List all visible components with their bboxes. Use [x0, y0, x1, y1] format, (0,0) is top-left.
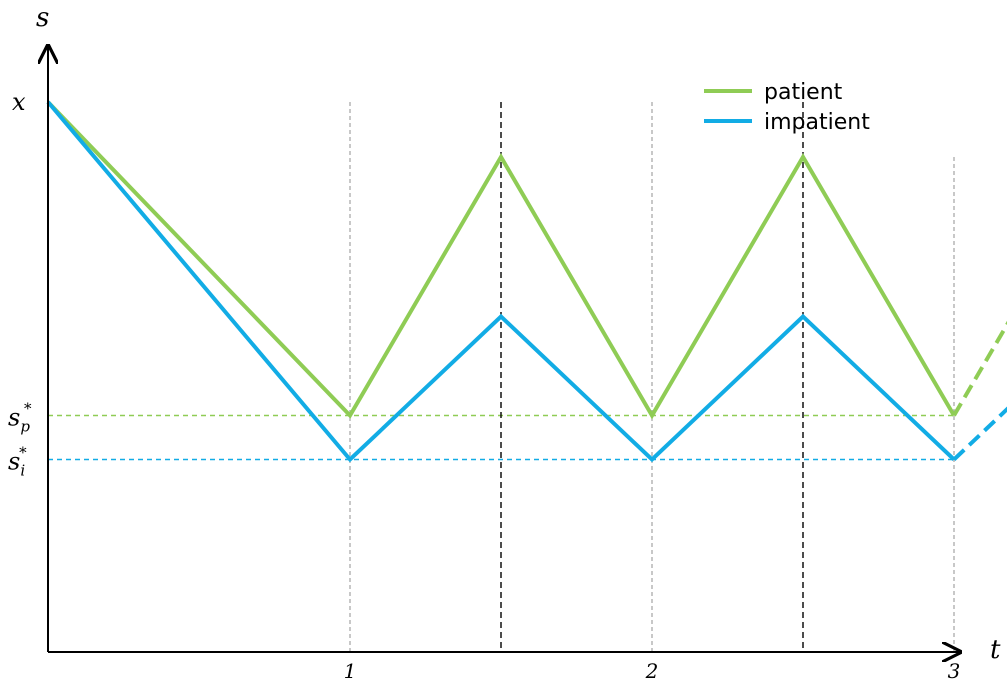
x-axis-label: t [990, 635, 1001, 665]
y-axis-label: s [36, 3, 49, 33]
series-layer [46, 100, 1007, 463]
x-tick-label-2: 2 [645, 659, 659, 681]
y-tick-label-s-p: sp* [8, 400, 32, 436]
y-tick-labels: x sp* si* [8, 88, 32, 480]
y-tick-label-s-i: si* [8, 444, 27, 480]
series-projection-patient [952, 320, 1007, 417]
x-tick-label-1: 1 [344, 659, 357, 681]
series-line-patient [46, 100, 956, 420]
x-tick-labels: 1 2 3 [344, 659, 961, 681]
legend: patient impatient [704, 80, 870, 135]
series-line-impatient [46, 100, 956, 463]
legend-label-impatient: impatient [764, 110, 870, 135]
axes [48, 46, 960, 652]
x-tick-label-3: 3 [948, 659, 961, 681]
series-projection-impatient [952, 406, 1007, 461]
y-tick-label-x: x [12, 88, 26, 116]
legend-label-patient: patient [764, 80, 843, 105]
reference-lines [48, 102, 955, 652]
